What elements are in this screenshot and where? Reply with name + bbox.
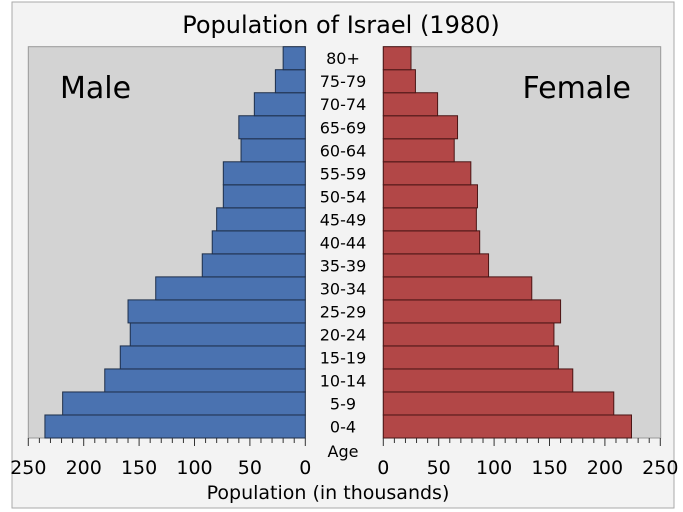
- age-label-25-29: 25-29: [320, 302, 367, 321]
- male-bar-0-4: [44, 414, 306, 439]
- female-bar-55-59: [382, 161, 472, 186]
- male-bar-45-49: [216, 207, 306, 232]
- male-bar-30-34: [155, 276, 306, 301]
- male-bar-55-59: [222, 161, 306, 186]
- female-bar-30-34: [382, 276, 533, 301]
- male-bar-25-29: [127, 299, 306, 324]
- age-label-65-69: 65-69: [320, 118, 367, 137]
- male-bar-35-39: [201, 253, 306, 278]
- chart-title: Population of Israel (1980): [182, 11, 500, 39]
- x-axis-label: Population (in thousands): [207, 482, 450, 504]
- female-bar-5-9: [382, 391, 615, 416]
- age-label-45-49: 45-49: [320, 210, 367, 229]
- age-label-70-74: 70-74: [320, 95, 367, 114]
- female-x-tick-label: 200: [587, 457, 623, 479]
- female-bar-80+: [382, 46, 412, 71]
- male-x-tick-label: 100: [176, 457, 212, 479]
- male-x-tick-label: 50: [238, 457, 262, 479]
- female-bar-45-49: [382, 207, 477, 232]
- age-label-50-54: 50-54: [320, 187, 367, 206]
- female-bar-15-19: [382, 345, 559, 370]
- age-label-20-24: 20-24: [320, 325, 367, 344]
- female-bar-20-24: [382, 322, 555, 347]
- age-label-0-4: 0-4: [330, 417, 356, 436]
- female-bar-65-69: [382, 115, 459, 140]
- age-label-55-59: 55-59: [320, 164, 367, 183]
- male-bar-80+: [282, 46, 306, 71]
- female-x-tick-label: 250: [642, 457, 678, 479]
- male-bar-70-74: [253, 92, 306, 117]
- male-x-tick-label: 150: [121, 457, 157, 479]
- male-bar-50-54: [222, 184, 306, 209]
- age-label-80+: 80+: [326, 49, 360, 68]
- age-label-10-14: 10-14: [320, 371, 367, 390]
- female-bar-70-74: [382, 92, 439, 117]
- y-axis-label: Age: [328, 442, 359, 461]
- male-x-tick-label: 250: [10, 457, 46, 479]
- male-bar-5-9: [62, 391, 306, 416]
- age-label-35-39: 35-39: [320, 256, 367, 275]
- male-bar-15-19: [119, 345, 306, 370]
- age-label-30-34: 30-34: [320, 279, 367, 298]
- female-series-label: Female: [523, 71, 631, 106]
- male-x-tick-label: 0: [299, 457, 311, 479]
- female-x-tick-label: 100: [476, 457, 512, 479]
- male-series-label: Male: [60, 71, 131, 106]
- female-bar-10-14: [382, 368, 574, 393]
- female-bar-75-79: [382, 69, 416, 94]
- male-bar-65-69: [238, 115, 306, 140]
- female-bar-50-54: [382, 184, 478, 209]
- female-bar-40-44: [382, 230, 481, 255]
- age-label-5-9: 5-9: [330, 394, 356, 413]
- male-bar-75-79: [274, 69, 306, 94]
- age-label-15-19: 15-19: [320, 348, 367, 367]
- male-bar-10-14: [104, 368, 306, 393]
- female-bar-25-29: [382, 299, 562, 324]
- female-x-tick-label: 150: [531, 457, 567, 479]
- female-x-tick-label: 0: [377, 457, 389, 479]
- female-bar-0-4: [382, 414, 632, 439]
- female-x-tick-label: 50: [427, 457, 451, 479]
- female-bar-60-64: [382, 138, 455, 163]
- age-label-75-79: 75-79: [320, 72, 367, 91]
- male-x-tick-label: 200: [66, 457, 102, 479]
- female-bar-35-39: [382, 253, 490, 278]
- age-label-40-44: 40-44: [320, 233, 367, 252]
- male-bar-40-44: [211, 230, 306, 255]
- age-label-60-64: 60-64: [320, 141, 367, 160]
- male-bar-60-64: [240, 138, 306, 163]
- male-bar-20-24: [129, 322, 306, 347]
